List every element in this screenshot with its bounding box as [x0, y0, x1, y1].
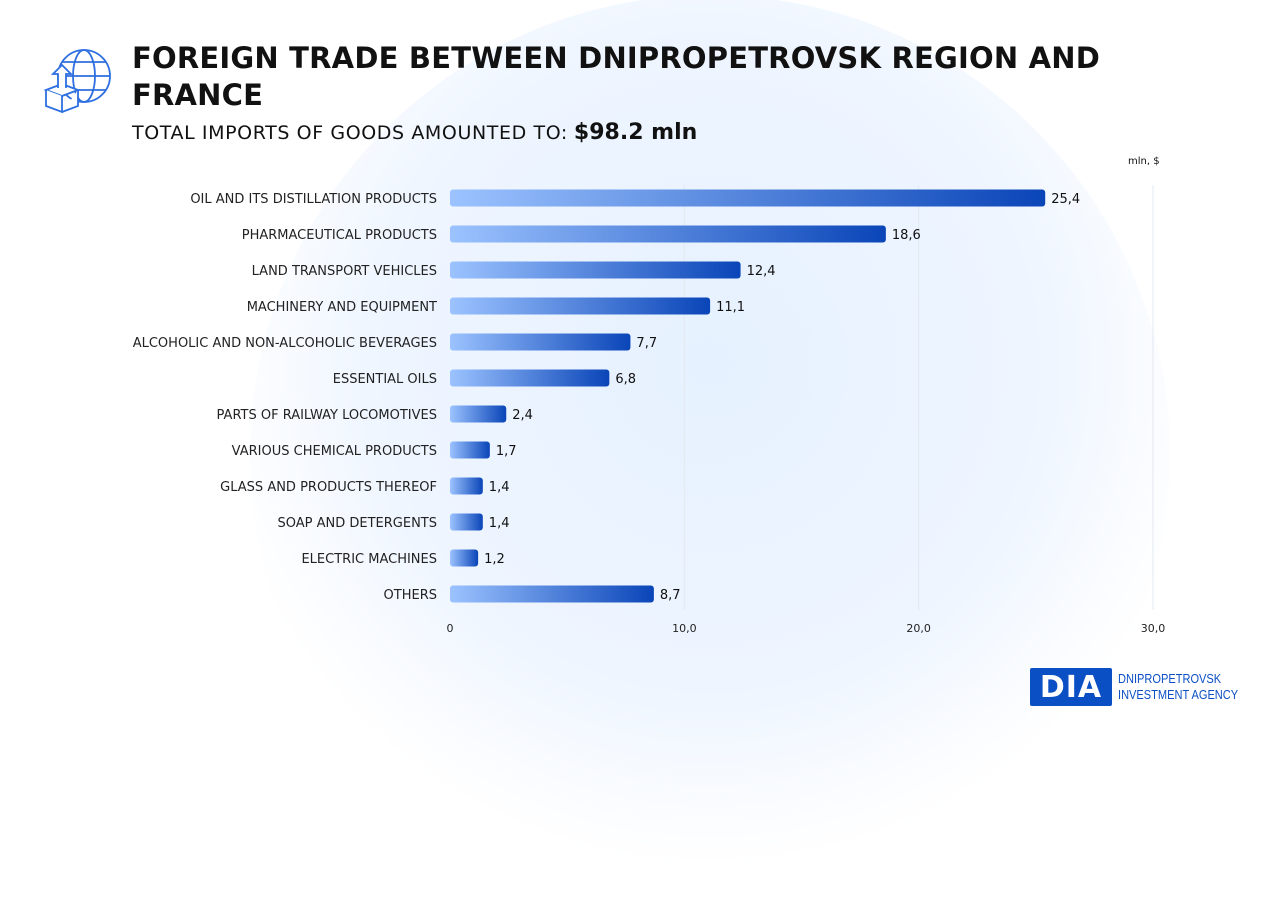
subtitle-text: TOTAL IMPORTS OF GOODS AMOUNTED TO:	[132, 122, 568, 144]
bar	[450, 477, 483, 495]
category-label: MACHINERY AND EQUIPMENT	[247, 300, 437, 315]
value-label: 8,7	[660, 588, 681, 603]
category-label: PHARMACEUTICAL PRODUCTS	[242, 228, 437, 243]
logo-line1: DNIPROPETROVSK	[1118, 671, 1222, 686]
value-label: 12,4	[747, 264, 776, 279]
logo-line2: INVESTMENT AGENCY	[1118, 687, 1239, 702]
x-tick-label: 20,0	[906, 622, 931, 635]
value-label: 18,6	[892, 228, 921, 243]
value-label: 2,4	[512, 408, 533, 423]
value-label: 1,4	[489, 480, 510, 495]
category-label: ELECTRIC MACHINES	[301, 552, 437, 567]
bar	[450, 513, 483, 531]
page-title: FOREIGN TRADE BETWEEN DNIPROPETROVSK REG…	[132, 41, 1101, 112]
unit-label: mln, $	[1128, 156, 1160, 167]
bar	[450, 225, 886, 243]
bar	[450, 585, 654, 603]
bar	[450, 189, 1046, 207]
category-label: ALCOHOLIC AND NON-ALCOHOLIC BEVERAGES	[133, 336, 437, 351]
logo-mark: DIA	[1030, 668, 1112, 706]
bar	[450, 405, 507, 423]
category-label: ESSENTIAL OILS	[333, 372, 437, 387]
value-label: 1,2	[484, 552, 505, 567]
bar	[450, 549, 479, 567]
bar	[450, 333, 631, 351]
value-label: 1,7	[496, 444, 517, 459]
bar	[450, 369, 610, 387]
x-tick-label: 0	[447, 622, 454, 635]
category-label: PARTS OF RAILWAY LOCOMOTIVES	[217, 408, 437, 423]
subtitle: TOTAL IMPORTS OF GOODS AMOUNTED TO: $98.2…	[132, 120, 697, 145]
x-tick-label: 10,0	[672, 622, 697, 635]
bar-chart: 0 10,0 20,0 30,0 OIL AND ITS DISTILLATION PR…	[133, 185, 1166, 635]
globe-box-upload-icon	[43, 49, 111, 114]
dia-logo: DIA DNIPROPETROVSK INVESTMENT AGENCY	[1030, 668, 1259, 706]
bar	[450, 441, 490, 459]
category-label: LAND TRANSPORT VEHICLES	[252, 264, 437, 279]
value-label: 1,4	[489, 516, 510, 531]
category-label: VARIOUS CHEMICAL PRODUCTS	[232, 444, 437, 459]
x-tick-label: 30,0	[1141, 622, 1166, 635]
value-label: 7,7	[636, 336, 657, 351]
category-label: OIL AND ITS DISTILLATION PRODUCTS	[190, 192, 437, 207]
bar	[450, 261, 741, 279]
value-label: 6,8	[615, 372, 636, 387]
value-label: 11,1	[716, 300, 745, 315]
total-value: $98.2 mln	[573, 120, 698, 145]
category-label: GLASS AND PRODUCTS THEREOF	[220, 480, 437, 495]
value-label: 25,4	[1051, 192, 1080, 207]
category-label: OTHERS	[384, 588, 437, 603]
category-label: SOAP AND DETERGENTS	[278, 516, 438, 531]
bar	[450, 297, 711, 315]
